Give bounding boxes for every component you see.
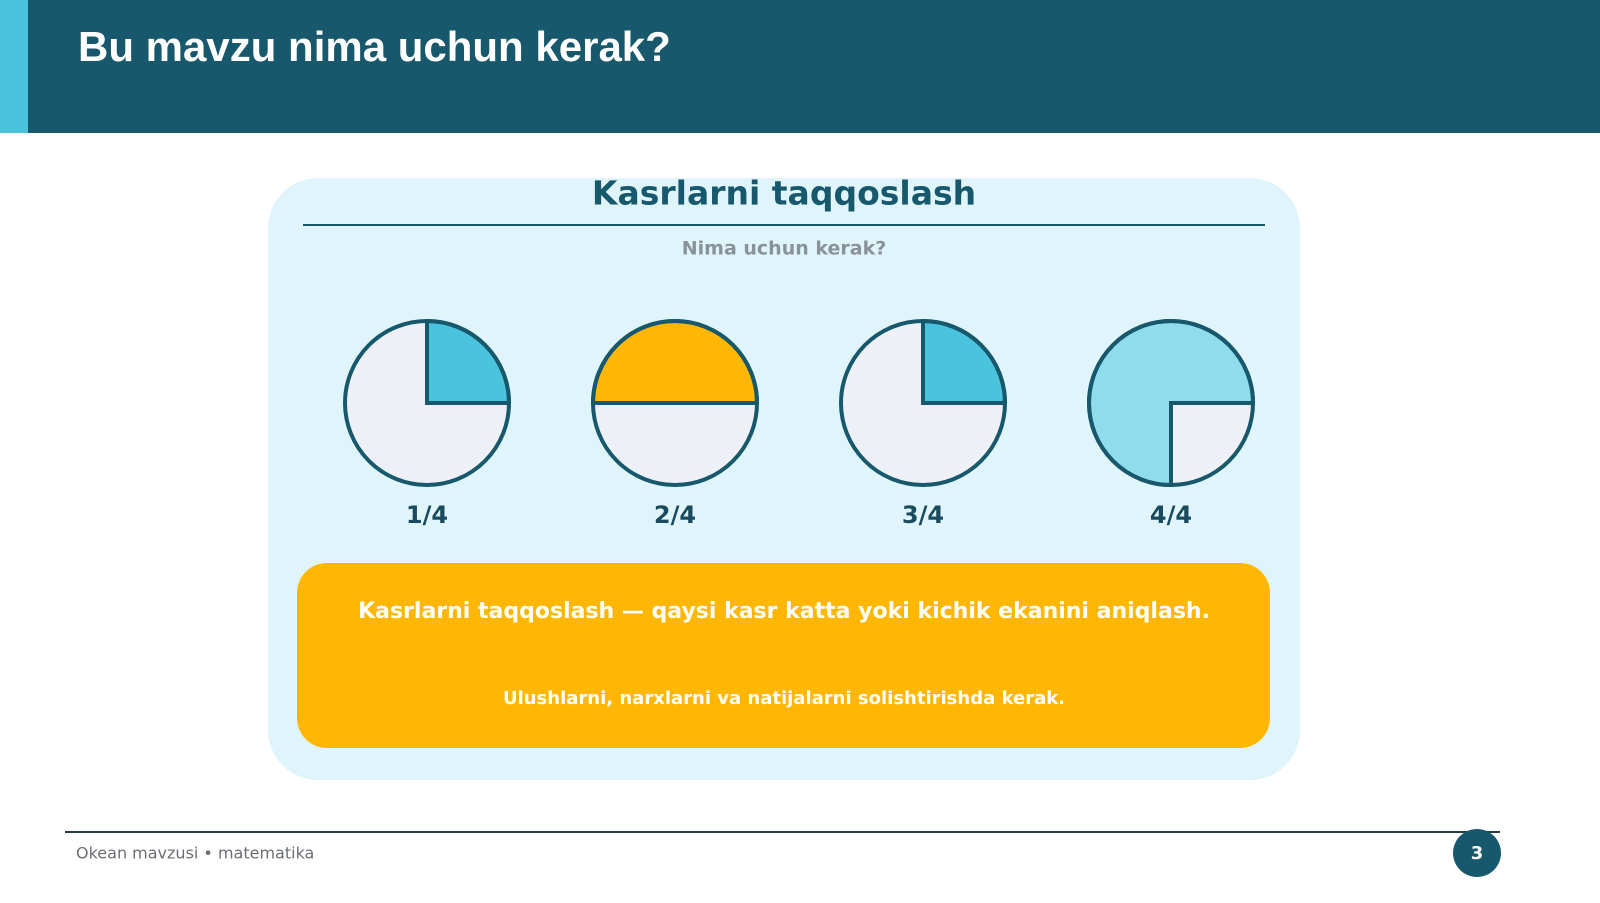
- fraction-3: 3/4: [839, 318, 1008, 529]
- panel-subtitle: Nima uchun kerak?: [682, 238, 887, 260]
- fraction-label: 4/4: [1150, 501, 1192, 529]
- fraction-2: 2/4: [590, 319, 760, 529]
- circle-outline: [839, 319, 1007, 487]
- header-bar: [0, 0, 1600, 133]
- page-number: 3: [1471, 843, 1484, 864]
- fraction-4: 4/4: [1087, 319, 1256, 529]
- circle-outline: [343, 319, 511, 487]
- panel-title: Kasrlarni taqqoslash: [592, 174, 976, 213]
- page-badge: [1453, 829, 1501, 877]
- callout: [297, 563, 1270, 748]
- callout-sub: Ulushlarni, narxlarni va natijalarni sol…: [503, 688, 1065, 709]
- footer-text: Okean mavzusi • matematika: [76, 844, 314, 863]
- header-accent: [0, 0, 28, 133]
- header-title: Bu mavzu nima uchun kerak?: [78, 23, 671, 70]
- fraction-label: 3/4: [902, 501, 944, 529]
- circle-outline: [1087, 319, 1255, 487]
- callout-main: Kasrlarni taqqoslash — qaysi kasr katta …: [358, 599, 1210, 624]
- fraction-label: 1/4: [406, 501, 448, 529]
- fraction-label: 2/4: [654, 501, 696, 529]
- fraction-1: 1/4: [343, 318, 512, 529]
- circle-outline: [591, 319, 759, 487]
